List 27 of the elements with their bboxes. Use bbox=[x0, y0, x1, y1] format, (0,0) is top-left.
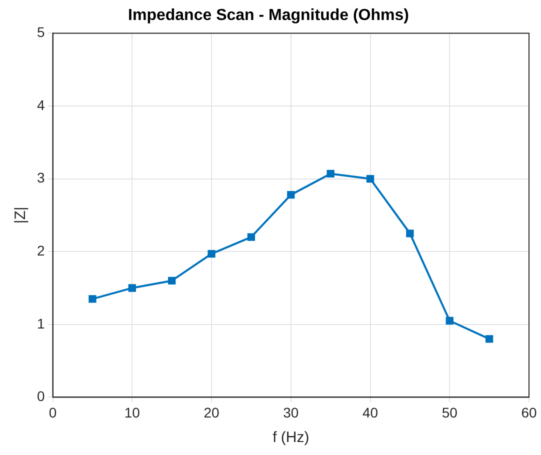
y-tick-label: 5 bbox=[36, 24, 45, 40]
y-tick-label: 2 bbox=[36, 242, 45, 258]
y-tick-label: 0 bbox=[36, 388, 45, 404]
point bbox=[326, 170, 334, 178]
x-axis-title: f (Hz) bbox=[272, 429, 310, 446]
x-tick-label: 30 bbox=[283, 404, 299, 420]
x-tick-label: 60 bbox=[521, 404, 537, 420]
point bbox=[366, 174, 374, 183]
x-tick-label: 40 bbox=[362, 404, 378, 420]
y-axis-title: |Z| bbox=[12, 206, 30, 224]
x-tick-label: 20 bbox=[204, 404, 220, 420]
point bbox=[406, 230, 414, 238]
y-tick-label: 4 bbox=[36, 96, 45, 113]
x-tick-label: 10 bbox=[124, 404, 140, 420]
y-tick-label: 3 bbox=[36, 170, 45, 186]
point bbox=[287, 190, 295, 199]
x-tick-label: 50 bbox=[442, 404, 458, 420]
point bbox=[88, 295, 96, 303]
point bbox=[128, 284, 136, 292]
point bbox=[247, 233, 256, 241]
x-tick-label: 0 bbox=[48, 404, 57, 420]
point bbox=[168, 276, 176, 285]
y-tick-label: 1 bbox=[36, 315, 45, 332]
point bbox=[208, 250, 216, 258]
chart-title: Impedance Scan - Magnitude (Ohms) bbox=[128, 7, 409, 24]
point bbox=[485, 335, 494, 343]
point bbox=[446, 316, 454, 325]
